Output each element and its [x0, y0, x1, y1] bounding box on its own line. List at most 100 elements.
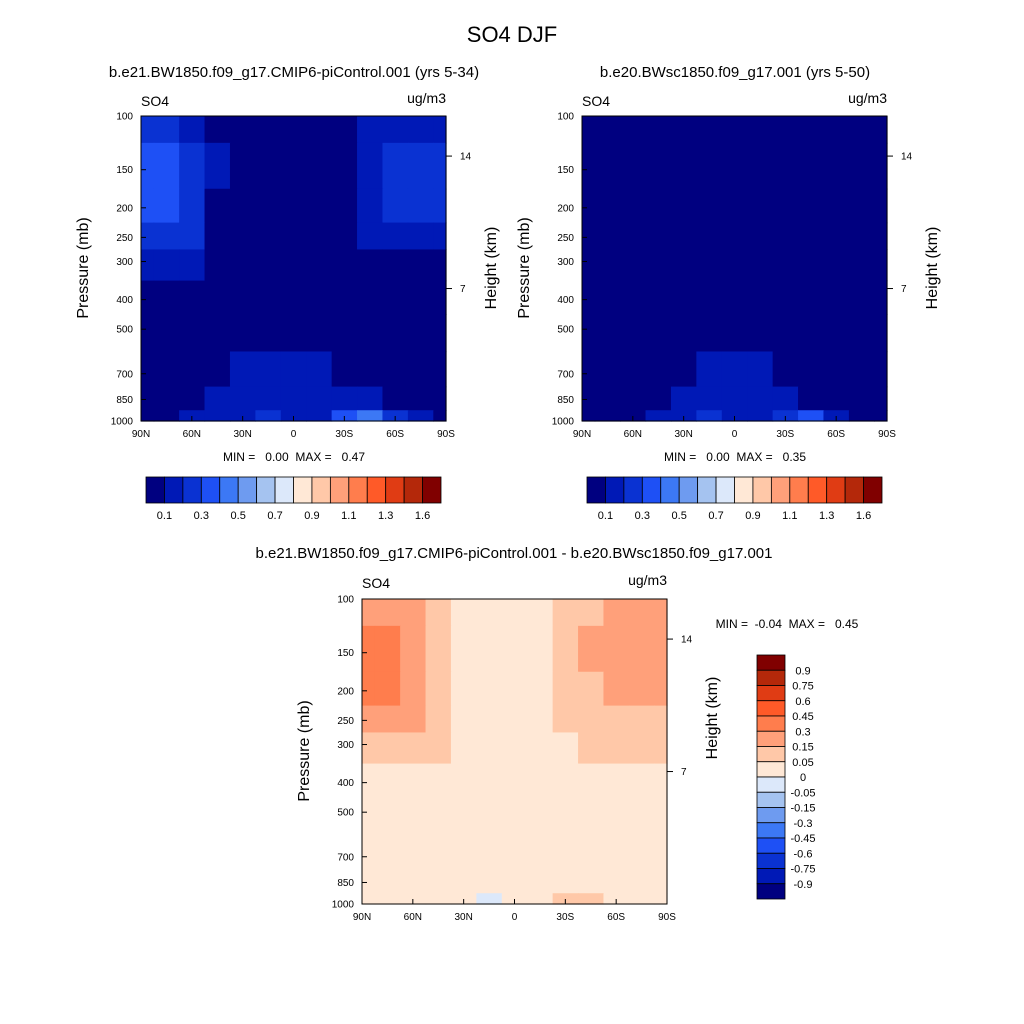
contour-cell: [331, 280, 358, 316]
panel-model-a: b.e21.BW1850.f09_g17.CMIP6-piControl.001…: [75, 64, 500, 522]
contour-cell: [331, 188, 358, 224]
contour-cell: [476, 705, 503, 734]
contour-cell: [654, 671, 668, 707]
contour-cell: [476, 893, 503, 905]
contour-cell: [450, 797, 477, 836]
y-tick-label: 150: [557, 165, 574, 176]
contour-cell: [400, 671, 427, 707]
contour-cell: [578, 797, 605, 836]
contour-cell: [874, 351, 888, 388]
contour-cell: [848, 351, 875, 388]
contour-cell: [374, 625, 401, 673]
contour-cell: [527, 599, 554, 627]
panel-title: b.e20.BWsc1850.f09_g17.001 (yrs 5-50): [600, 64, 870, 81]
y-tick-label: 500: [337, 808, 354, 819]
contour-cell: [425, 732, 452, 765]
contour-cell: [204, 386, 231, 411]
contour-cell: [280, 410, 307, 422]
contour-cell: [374, 599, 401, 627]
min-max-stats: MIN = -0.04 MAX = 0.45: [716, 617, 859, 631]
contour-cell: [603, 732, 630, 765]
contour-cell: [179, 188, 206, 224]
contour-cell: [382, 188, 409, 224]
colorbar-label: -0.15: [790, 803, 815, 815]
contour-cell: [382, 386, 409, 411]
contour-cell: [772, 142, 799, 190]
contour-cell: [798, 222, 825, 251]
contour-cell: [670, 222, 697, 251]
contour-cell: [696, 410, 723, 422]
y-tick-label: 200: [116, 203, 133, 214]
contour-cell: [382, 142, 409, 190]
colorbar-swatch: [586, 476, 606, 504]
contour-cell: [331, 249, 358, 282]
y2-tick-label: 14: [901, 152, 913, 163]
colorbar-swatch: [756, 868, 786, 885]
contour-cell: [594, 249, 621, 282]
contour-cell: [798, 116, 825, 144]
x-tick-label: 90N: [573, 429, 591, 440]
contour-cell: [407, 142, 434, 190]
contour-cell: [594, 116, 621, 144]
contour-cell: [255, 314, 282, 353]
contour-cell: [280, 280, 307, 316]
contour-cell: [382, 116, 409, 144]
contour-cell: [433, 142, 447, 190]
x-tick-label: 30N: [454, 912, 472, 923]
contour-cell: [229, 249, 256, 282]
contour-cell: [476, 625, 503, 673]
contour-cell: [425, 893, 452, 905]
colorbar-swatch: [770, 476, 791, 504]
contour-cell: [255, 188, 282, 224]
y-tick-label: 850: [116, 395, 133, 406]
contour-cell: [552, 763, 579, 799]
contour-cell: [400, 705, 427, 734]
contour-cell: [501, 599, 528, 627]
contour-cell: [578, 893, 605, 905]
colorbar-label: 0.05: [792, 757, 813, 769]
colorbar-swatch: [274, 476, 294, 504]
y-tick-label: 100: [557, 112, 574, 123]
contour-cell: [374, 732, 401, 765]
contour-cell: [628, 797, 655, 836]
colorbar-swatch: [756, 837, 786, 854]
contour-cell: [721, 386, 748, 411]
contour-cell: [374, 869, 401, 894]
colorbar-label: -0.75: [790, 864, 815, 876]
contour-cell: [374, 763, 401, 799]
contour-cell: [501, 893, 528, 905]
contour-plot-area: 90N 60N 30N 0 30S 60S 90S 100 150 200 250 300 400 500…: [111, 112, 472, 441]
colorbar-swatch: [200, 476, 221, 504]
colorbar-swatch: [623, 476, 643, 504]
figure-title: SO4 DJF: [467, 22, 557, 47]
x-tick-label: 0: [732, 429, 738, 440]
contour-cell: [255, 386, 282, 411]
contour-cell: [696, 116, 723, 144]
y-tick-label: 200: [557, 203, 574, 214]
contour-cell: [696, 142, 723, 190]
contour-cell: [594, 314, 621, 353]
contour-cell: [382, 249, 409, 282]
contour-cell: [450, 625, 477, 673]
contour-cell: [798, 351, 825, 388]
contour-cell: [425, 705, 452, 734]
contour-cell: [721, 351, 748, 388]
colorbar-label: 1.3: [378, 510, 393, 522]
colorbar-swatch: [826, 476, 846, 504]
panel-model-b: b.e20.BWsc1850.f09_g17.001 (yrs 5-50) SO…: [516, 64, 941, 522]
contour-cell: [874, 386, 888, 411]
contour-cell: [255, 142, 282, 190]
contour-cell: [433, 249, 447, 282]
contour-cell: [772, 116, 799, 144]
contour-cell: [433, 188, 447, 224]
contour-cell: [204, 142, 231, 190]
contour-cell: [306, 142, 333, 190]
y-tick-label: 200: [337, 686, 354, 697]
contour-cell: [654, 893, 668, 905]
x-tick-label: 90S: [437, 429, 455, 440]
panel-title: b.e21.BW1850.f09_g17.CMIP6-piControl.001…: [255, 545, 772, 562]
contour-plot-area: 90N 60N 30N 0 30S 60S 90S 100 150 200 250 300 400 500…: [332, 595, 693, 924]
contour-cell: [357, 188, 384, 224]
contour-cell: [433, 410, 447, 422]
